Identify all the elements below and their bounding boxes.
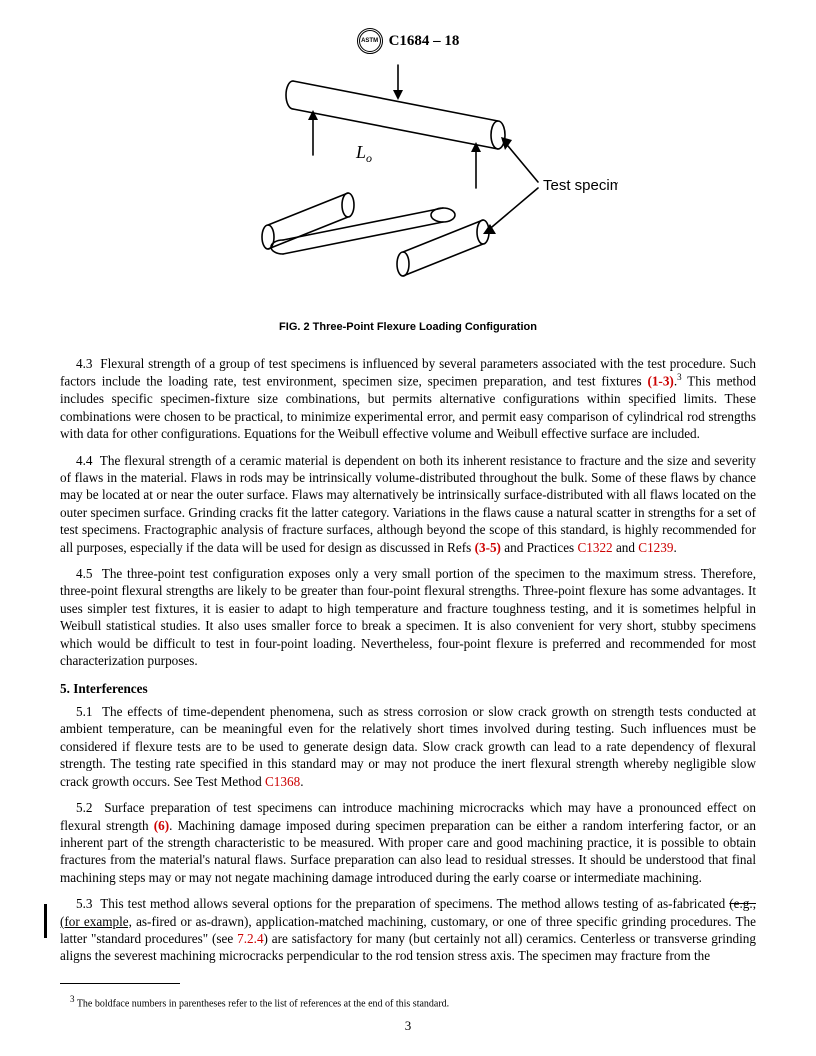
para-num: 4.4 [76, 453, 92, 468]
para-num: 4.3 [76, 356, 92, 371]
astm-logo-icon: ASTM [357, 28, 383, 54]
page-number: 3 [0, 1018, 816, 1034]
text: . [673, 540, 676, 555]
para-num: 5.3 [76, 896, 92, 911]
body-text: 4.3 Flexural strength of a group of test… [60, 355, 756, 1011]
three-point-flexure-diagram: L o [198, 60, 618, 310]
ref-7-2-4: 7.2.4 [237, 931, 263, 946]
para-num: 5.1 [76, 704, 92, 719]
para-5-1: 5.1 The effects of time-dependent phenom… [60, 703, 756, 790]
para-num: 4.5 [76, 566, 92, 581]
para-4-4: 4.4 The flexural strength of a ceramic m… [60, 452, 756, 557]
para-5-2: 5.2 Surface preparation of test specimen… [60, 799, 756, 886]
underline-forexample: (for example, [60, 914, 132, 929]
figure-caption: FIG. 2 Three-Point Flexure Loading Confi… [60, 321, 756, 333]
text: The three-point test configuration expos… [60, 566, 756, 668]
text: and [613, 540, 639, 555]
designation: C1684 – 18 [389, 33, 460, 50]
section-5-head: 5. Interferences [60, 680, 756, 697]
text: The effects of time-dependent phenomena,… [60, 704, 756, 789]
ref-6: (6) [154, 818, 169, 833]
strike-eg: (e.g., [729, 896, 756, 911]
footnote-3: 3 The boldface numbers in parentheses re… [60, 994, 756, 1011]
footnote-text: The boldface numbers in parentheses refe… [75, 998, 450, 1009]
ref-1-3: (1-3) [647, 374, 673, 389]
ref-c1322: C1322 [577, 540, 612, 555]
svg-text:o: o [366, 151, 372, 165]
text: . [300, 774, 303, 789]
change-bar [44, 904, 47, 938]
ref-3-5: (3-5) [475, 540, 501, 555]
text: and Practices [501, 540, 578, 555]
page-header: ASTM C1684 – 18 [60, 28, 756, 54]
para-4-3: 4.3 Flexural strength of a group of test… [60, 355, 756, 443]
ref-c1368: C1368 [265, 774, 300, 789]
para-4-5: 4.5 The three-point test configuration e… [60, 565, 756, 670]
para-num: 5.2 [76, 800, 92, 815]
lo-label: L [355, 142, 366, 162]
figure-2: L o [60, 60, 756, 333]
test-specimen-label: Test specimen [543, 177, 618, 194]
ref-c1239: C1239 [638, 540, 673, 555]
text: This test method allows several options … [100, 896, 729, 911]
page: ASTM C1684 – 18 L [0, 0, 816, 1056]
footnote-rule [60, 983, 180, 984]
para-5-3: 5.3 This test method allows several opti… [60, 895, 756, 965]
